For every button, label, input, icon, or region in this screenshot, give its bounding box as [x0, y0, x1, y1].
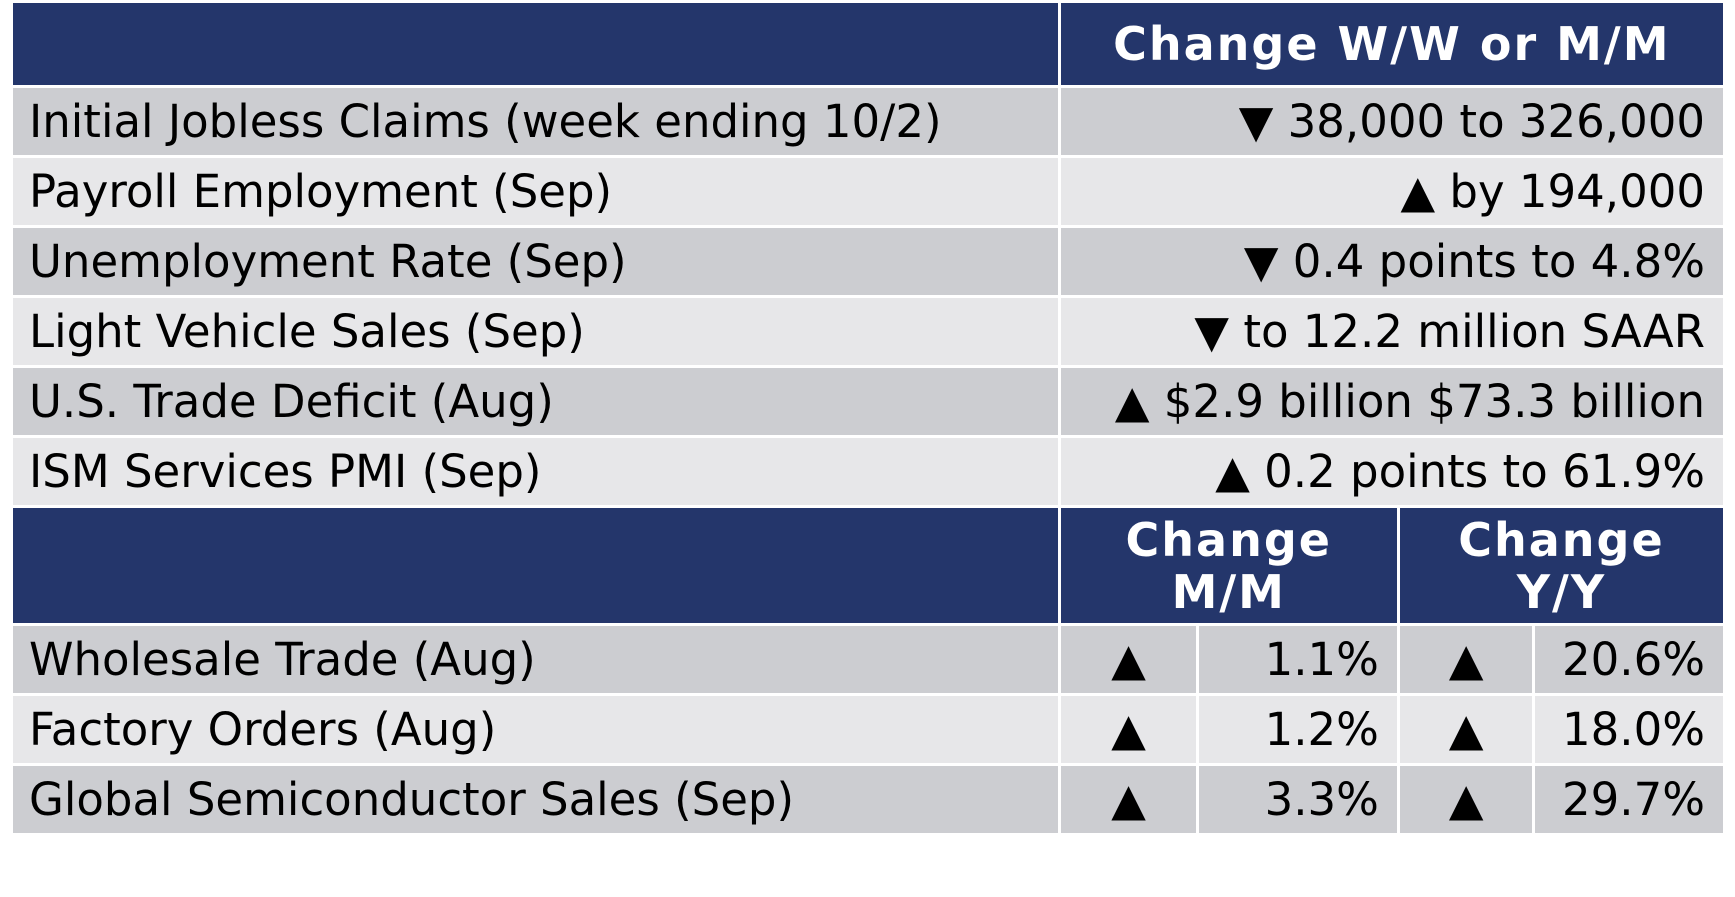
row-value: ▲ by 194,000 [1057, 155, 1727, 228]
weekly-header-label [10, 0, 1061, 88]
row-label: U.S. Trade Deficit (Aug) [10, 365, 1061, 438]
table-row: Light Vehicle Sales (Sep) ▼ to 12.2 mill… [10, 295, 1727, 368]
table-row: Initial Jobless Claims (week ending 10/2… [10, 85, 1727, 158]
row-value: ▼ to 12.2 million SAAR [1057, 295, 1727, 368]
row-label: Global Semiconductor Sales (Sep) [10, 763, 1061, 836]
header-change-yy: Change Y/Y [1396, 505, 1727, 626]
header-change-mm-line1: Change [1125, 512, 1332, 567]
economic-indicators-table: Change W/W or M/M Initial Jobless Claims… [10, 0, 1727, 836]
header-change-yy-line2: Y/Y [1516, 564, 1607, 619]
row-label: Initial Jobless Claims (week ending 10/2… [10, 85, 1061, 158]
row-value: ▲ $2.9 billion $73.3 billion [1057, 365, 1727, 438]
table-row: Global Semiconductor Sales (Sep) ▲ 3.3% … [10, 763, 1726, 836]
table-row: U.S. Trade Deficit (Aug) ▲ $2.9 billion … [10, 365, 1727, 438]
change-mm-value: 1.1% [1196, 623, 1400, 696]
table-row: Unemployment Rate (Sep) ▼ 0.4 points to … [10, 225, 1727, 298]
up-arrow-icon: ▲ [1057, 693, 1200, 766]
up-arrow-icon: ▲ [1396, 623, 1536, 696]
row-label: ISM Services PMI (Sep) [10, 435, 1061, 508]
row-value: ▼ 0.4 points to 4.8% [1057, 225, 1727, 298]
header-change-mm-line2: M/M [1171, 564, 1286, 619]
monthly-header-row: Change M/M Change Y/Y [10, 505, 1727, 626]
change-mm-value: 3.3% [1196, 763, 1400, 836]
header-change-yy-line1: Change [1458, 512, 1665, 567]
change-yy-value: 20.6% [1532, 623, 1726, 696]
up-arrow-icon: ▲ [1057, 623, 1200, 696]
row-value: ▼ 38,000 to 326,000 [1057, 85, 1727, 158]
monthly-header-label [10, 505, 1061, 626]
up-arrow-icon: ▲ [1057, 763, 1200, 836]
table-row: Factory Orders (Aug) ▲ 1.2% ▲ 18.0% [10, 693, 1726, 766]
row-label: Light Vehicle Sales (Sep) [10, 295, 1061, 368]
row-value: ▲ 0.2 points to 61.9% [1057, 435, 1727, 508]
change-mm-value: 1.2% [1196, 693, 1400, 766]
row-label: Factory Orders (Aug) [10, 693, 1061, 766]
up-arrow-icon: ▲ [1396, 693, 1536, 766]
weekly-header-change: Change W/W or M/M [1057, 0, 1727, 88]
header-change-mm: Change M/M [1057, 505, 1400, 626]
table-row: Wholesale Trade (Aug) ▲ 1.1% ▲ 20.6% [10, 623, 1726, 696]
change-yy-value: 18.0% [1532, 693, 1726, 766]
row-label: Wholesale Trade (Aug) [10, 623, 1061, 696]
table-row: Payroll Employment (Sep) ▲ by 194,000 [10, 155, 1727, 228]
row-label: Unemployment Rate (Sep) [10, 225, 1061, 298]
up-arrow-icon: ▲ [1396, 763, 1536, 836]
row-label: Payroll Employment (Sep) [10, 155, 1061, 228]
table-row: ISM Services PMI (Sep) ▲ 0.2 points to 6… [10, 435, 1727, 508]
change-yy-value: 29.7% [1532, 763, 1726, 836]
weekly-header-row: Change W/W or M/M [10, 0, 1727, 88]
